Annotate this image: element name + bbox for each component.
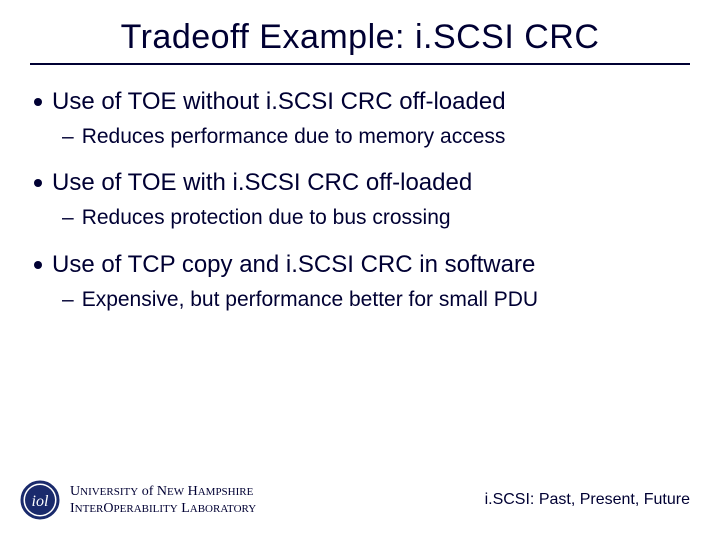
dash-icon: – — [62, 123, 74, 150]
affiliation: UNIVERSITY of NEW HAMPSHIRE INTEROPERABI… — [70, 483, 256, 518]
bullet-item: Use of TOE with i.SCSI CRC off-loaded — [34, 168, 690, 198]
slide-title: Tradeoff Example: i.SCSI CRC — [30, 18, 690, 57]
subbullet-text: Expensive, but performance better for sm… — [82, 286, 538, 313]
bullet-text: Use of TOE with i.SCSI CRC off-loaded — [52, 168, 472, 198]
slide-footer: iol UNIVERSITY of NEW HAMPSHIRE INTEROPE… — [20, 480, 690, 520]
subbullet-item: – Expensive, but performance better for … — [62, 286, 690, 313]
title-rule — [30, 63, 690, 65]
bullet-text: Use of TOE without i.SCSI CRC off-loaded — [52, 87, 506, 117]
svg-text:iol: iol — [32, 493, 49, 510]
footer-left: iol UNIVERSITY of NEW HAMPSHIRE INTEROPE… — [20, 480, 256, 520]
dash-icon: – — [62, 286, 74, 313]
affiliation-line1: UNIVERSITY of NEW HAMPSHIRE — [70, 483, 256, 501]
slide: Tradeoff Example: i.SCSI CRC Use of TOE … — [0, 0, 720, 540]
bullet-item: Use of TOE without i.SCSI CRC off-loaded — [34, 87, 690, 117]
iol-logo-icon: iol — [20, 480, 60, 520]
footer-right-text: i.SCSI: Past, Present, Future — [485, 491, 690, 509]
bullet-dot-icon — [34, 179, 42, 187]
subbullet-text: Reduces protection due to bus crossing — [82, 204, 451, 231]
subbullet-item: – Reduces protection due to bus crossing — [62, 204, 690, 231]
dash-icon: – — [62, 204, 74, 231]
bullet-dot-icon — [34, 98, 42, 106]
bullet-item: Use of TCP copy and i.SCSI CRC in softwa… — [34, 250, 690, 280]
subbullet-text: Reduces performance due to memory access — [82, 123, 506, 150]
bullet-text: Use of TCP copy and i.SCSI CRC in softwa… — [52, 250, 535, 280]
subbullet-item: – Reduces performance due to memory acce… — [62, 123, 690, 150]
affiliation-line2: INTEROPERABILITY LABORATORY — [70, 500, 256, 518]
slide-content: Use of TOE without i.SCSI CRC off-loaded… — [30, 87, 690, 313]
bullet-dot-icon — [34, 261, 42, 269]
